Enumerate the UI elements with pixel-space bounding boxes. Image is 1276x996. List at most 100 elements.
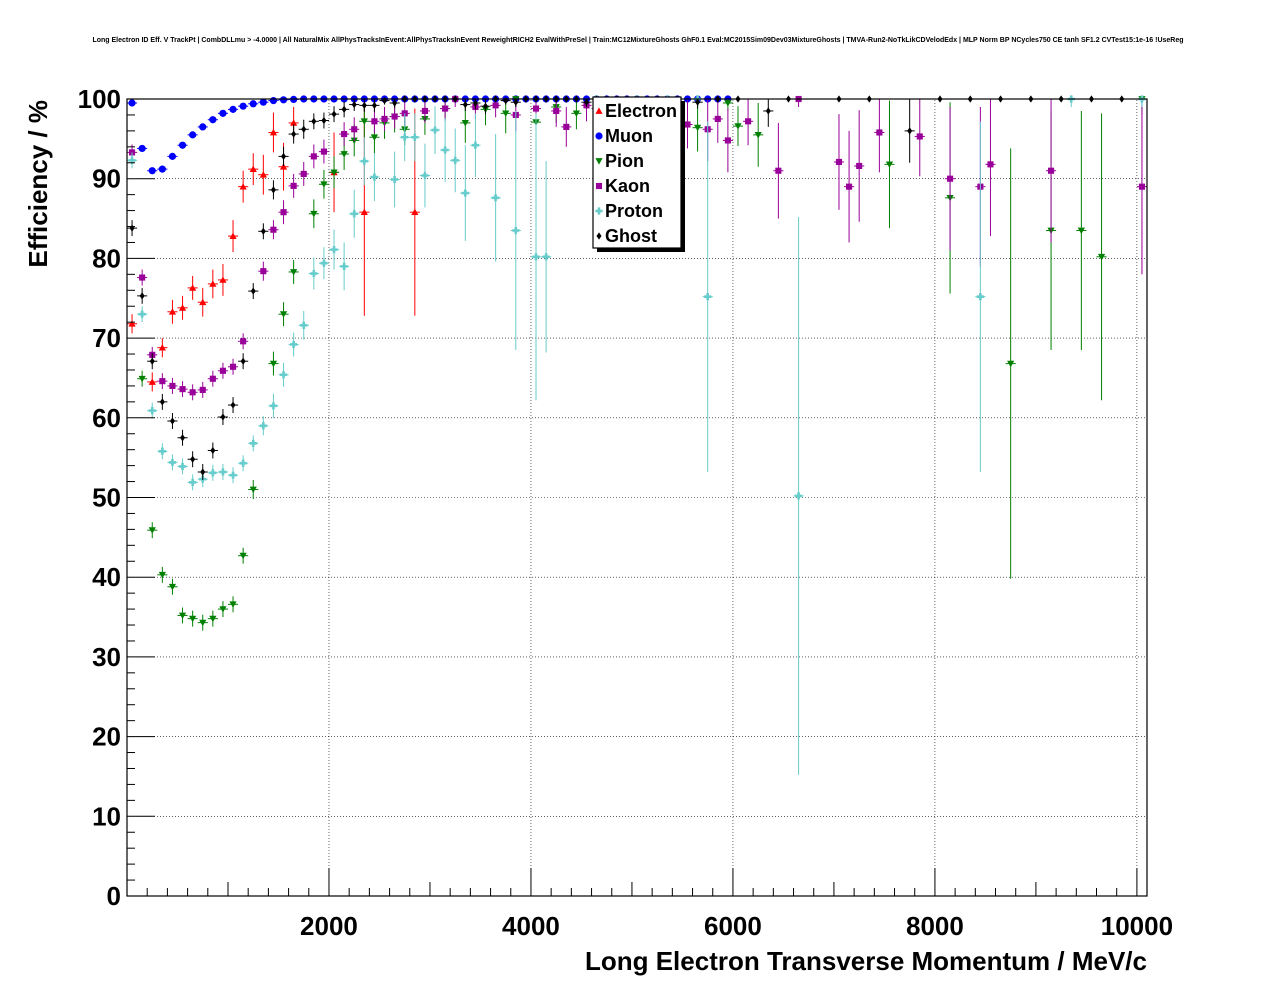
data-point xyxy=(512,226,520,235)
data-point xyxy=(148,407,156,415)
data-point xyxy=(1138,183,1146,190)
data-point xyxy=(148,167,156,175)
data-point xyxy=(290,182,297,189)
legend-entry-pion: Pion xyxy=(595,151,644,171)
data-point xyxy=(249,100,257,108)
data-point xyxy=(350,210,358,218)
data-point xyxy=(1097,253,1106,261)
x-tick-label: 6000 xyxy=(704,911,762,941)
data-point xyxy=(341,131,348,138)
x-tick-label: 8000 xyxy=(906,911,964,941)
data-point xyxy=(595,182,603,190)
data-point xyxy=(714,115,721,122)
data-point xyxy=(300,170,307,177)
data-point xyxy=(684,121,691,128)
y-tick-label: 80 xyxy=(92,243,121,273)
data-point xyxy=(330,246,338,254)
data-point xyxy=(279,96,288,104)
data-point xyxy=(178,612,187,620)
data-point xyxy=(391,175,399,184)
data-point xyxy=(724,137,731,144)
legend-label: Pion xyxy=(605,151,644,171)
data-point xyxy=(311,117,317,125)
data-point xyxy=(885,161,894,168)
x-tick-label: 10000 xyxy=(1101,911,1173,941)
data-point xyxy=(158,344,166,351)
data-point xyxy=(138,310,146,318)
data-point xyxy=(441,146,449,154)
data-point xyxy=(421,107,428,115)
data-point xyxy=(128,99,136,107)
data-point xyxy=(159,398,165,406)
data-point xyxy=(411,133,419,141)
data-point xyxy=(300,321,308,329)
data-point xyxy=(695,98,701,106)
data-point xyxy=(270,186,276,194)
y-axis-label: Efficiency / % xyxy=(23,100,53,268)
data-point xyxy=(846,183,853,190)
data-point xyxy=(240,357,246,365)
legend-entries: Electron Muon Pion Kaon Proton Ghost xyxy=(595,101,677,246)
data-point xyxy=(259,98,267,106)
data-point xyxy=(492,102,499,109)
data-point xyxy=(189,389,196,396)
data-point xyxy=(461,189,469,197)
data-point xyxy=(189,131,197,139)
y-tick-label: 60 xyxy=(92,403,121,433)
legend-label: Kaon xyxy=(605,176,650,196)
data-point xyxy=(139,292,145,300)
data-point xyxy=(482,102,489,110)
y-tick-label: 30 xyxy=(92,642,121,672)
axis-layer: 2000 4000 6000 8000 10000 0 10 20 30 40 50 60 70 80 90… xyxy=(78,84,1173,941)
data-point xyxy=(240,338,247,345)
data-point xyxy=(200,468,206,476)
data-point xyxy=(229,363,237,370)
series-electron xyxy=(127,106,420,392)
data-point xyxy=(392,99,398,107)
legend: Electron Muon Pion Kaon Proton Ghost xyxy=(592,96,685,252)
data-point xyxy=(219,276,227,283)
data-point xyxy=(209,280,217,287)
data-point xyxy=(269,402,278,410)
legend-label: Ghost xyxy=(605,226,657,246)
legend-entry-kaon: Kaon xyxy=(595,176,650,196)
data-point xyxy=(472,99,478,107)
data-point xyxy=(391,113,398,120)
data-point xyxy=(320,148,327,155)
legend-entry-proton: Proton xyxy=(595,201,663,221)
y-tick-label: 0 xyxy=(107,881,121,911)
data-point xyxy=(595,107,603,114)
data-point xyxy=(595,158,603,165)
data-point xyxy=(209,615,217,623)
data-point xyxy=(987,161,994,168)
data-point xyxy=(199,123,207,131)
data-point xyxy=(168,458,177,467)
chart-title: Long Electron ID Eff. V TrackPt | CombDL… xyxy=(92,37,1183,44)
legend-entry-ghost: Ghost xyxy=(596,226,657,246)
data-point xyxy=(189,284,197,291)
data-point xyxy=(381,115,388,122)
x-tick-label: 2000 xyxy=(300,911,358,941)
legend-entry-electron: Electron xyxy=(595,101,677,121)
data-point xyxy=(370,173,379,181)
data-point xyxy=(189,478,197,486)
data-point xyxy=(219,468,227,476)
data-point xyxy=(976,293,984,301)
data-point xyxy=(411,208,419,216)
data-point xyxy=(724,100,732,107)
data-point xyxy=(775,167,782,174)
data-point xyxy=(532,105,540,112)
data-point xyxy=(219,109,227,117)
data-point xyxy=(371,101,377,109)
data-point xyxy=(209,469,217,477)
data-point xyxy=(765,107,771,115)
legend-label: Proton xyxy=(605,201,663,221)
data-point xyxy=(260,227,266,235)
data-point xyxy=(219,606,227,613)
data-point xyxy=(290,269,298,276)
data-point xyxy=(158,447,166,455)
data-point xyxy=(794,492,803,500)
data-point xyxy=(371,118,378,125)
data-point xyxy=(360,157,368,165)
data-point xyxy=(451,156,459,164)
